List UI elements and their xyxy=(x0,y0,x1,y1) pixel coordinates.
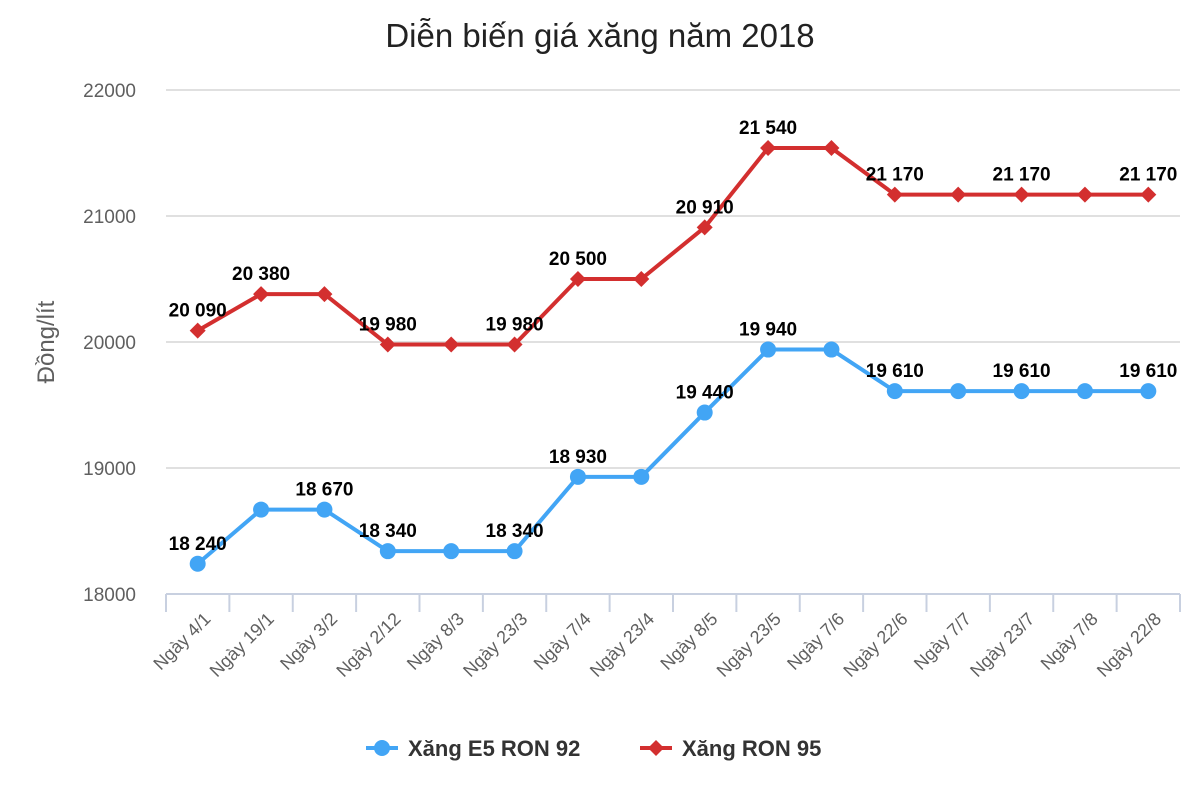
data-point-circle[interactable] xyxy=(1013,383,1030,400)
x-tick-label: Ngày 23/4 xyxy=(586,609,658,681)
y-axis-ticks: 18000 19000 20000 21000 22000 xyxy=(83,81,136,606)
data-point-circle[interactable] xyxy=(189,555,206,572)
x-tick-label: Ngày 3/2 xyxy=(276,609,341,674)
data-point-diamond[interactable] xyxy=(1140,186,1157,203)
data-label: 19 980 xyxy=(486,315,544,336)
data-label: 19 610 xyxy=(1119,361,1177,382)
data-label: 19 610 xyxy=(993,361,1051,382)
series-line xyxy=(196,145,1149,347)
data-label: 19 610 xyxy=(866,361,924,382)
x-tick-label: Ngày 7/7 xyxy=(910,609,975,674)
legend-circle-icon xyxy=(374,740,390,756)
data-label: 18 340 xyxy=(359,521,417,542)
data-point-circle[interactable] xyxy=(379,543,396,560)
data-label: 18 670 xyxy=(295,480,353,501)
data-label: 19 980 xyxy=(359,315,417,336)
legend-label: Xăng E5 RON 92 xyxy=(408,736,580,761)
data-point-diamond[interactable] xyxy=(760,139,777,156)
data-label: 21 170 xyxy=(866,165,924,186)
x-tick-label: Ngày 2/12 xyxy=(332,609,404,681)
data-point-circle[interactable] xyxy=(760,341,777,358)
data-point-circle[interactable] xyxy=(950,383,967,400)
y-tick-label: 20000 xyxy=(83,333,136,354)
data-label: 18 240 xyxy=(169,534,227,555)
gridlines xyxy=(166,89,1180,469)
data-point-circle[interactable] xyxy=(633,468,650,485)
series-ron95 xyxy=(189,139,1157,353)
x-tick-label: Ngày 23/3 xyxy=(459,609,531,681)
legend: Xăng E5 RON 92 Xăng RON 95 xyxy=(366,736,821,761)
data-point-circle[interactable] xyxy=(886,383,903,400)
data-point-circle[interactable] xyxy=(506,543,523,560)
data-point-diamond[interactable] xyxy=(886,186,903,203)
chart-title: Diễn biến giá xăng năm 2018 xyxy=(385,17,814,54)
x-tick-label: Ngày 23/5 xyxy=(713,609,785,681)
data-point-diamond[interactable] xyxy=(189,322,206,339)
data-point-diamond[interactable] xyxy=(506,336,523,353)
data-label: 20 500 xyxy=(549,249,607,270)
data-label: 20 380 xyxy=(232,264,290,285)
data-label: 19 940 xyxy=(739,320,797,341)
y-axis-label: Đồng/lít xyxy=(33,300,60,383)
x-tick-label: Ngày 22/6 xyxy=(839,609,911,681)
x-tick-label: Ngày 23/7 xyxy=(966,609,1038,681)
data-point-circle[interactable] xyxy=(443,543,460,560)
series-e5-ron92 xyxy=(189,341,1157,572)
data-point-diamond[interactable] xyxy=(1013,186,1030,203)
y-tick-label: 22000 xyxy=(83,81,136,102)
data-point-diamond[interactable] xyxy=(696,219,713,236)
legend-diamond-icon xyxy=(648,740,664,756)
x-tick-label: Ngày 19/1 xyxy=(206,609,278,681)
data-label: 20 910 xyxy=(676,197,734,218)
x-tick-label: Ngày 7/8 xyxy=(1037,609,1102,674)
data-point-circle[interactable] xyxy=(316,501,333,518)
x-tick-label: Ngày 4/1 xyxy=(149,609,214,674)
legend-item-ron95[interactable]: Xăng RON 95 xyxy=(640,736,821,761)
x-tick-label: Ngày 7/6 xyxy=(783,609,848,674)
data-labels: 18 240 18 670 18 340 18 340 18 930 19 440 19 9… xyxy=(169,118,1178,555)
data-point-diamond[interactable] xyxy=(1076,186,1093,203)
data-point-diamond[interactable] xyxy=(569,271,586,287)
data-label: 18 340 xyxy=(486,521,544,542)
data-point-circle[interactable] xyxy=(1076,383,1093,400)
x-tick-label: Ngày 22/8 xyxy=(1093,609,1165,681)
data-point-circle[interactable] xyxy=(253,501,270,518)
series-line xyxy=(196,347,1149,566)
data-label: 21 540 xyxy=(739,118,797,139)
y-tick-label: 19000 xyxy=(83,459,136,480)
data-point-diamond[interactable] xyxy=(253,286,270,303)
data-point-circle[interactable] xyxy=(823,341,840,358)
data-label: 19 440 xyxy=(676,383,734,404)
data-point-diamond[interactable] xyxy=(443,336,460,353)
data-point-circle[interactable] xyxy=(569,468,586,485)
y-tick-label: 21000 xyxy=(83,207,136,228)
x-tick-label: Ngày 8/3 xyxy=(403,609,468,674)
x-tick-label: Ngày 7/4 xyxy=(530,609,595,674)
legend-item-e5-ron92[interactable]: Xăng E5 RON 92 xyxy=(366,736,580,761)
y-tick-label: 18000 xyxy=(83,585,136,606)
data-label: 21 170 xyxy=(1119,165,1177,186)
data-point-diamond[interactable] xyxy=(823,139,840,156)
legend-label: Xăng RON 95 xyxy=(682,736,821,761)
data-point-diamond[interactable] xyxy=(950,186,967,203)
data-label: 20 090 xyxy=(169,301,227,322)
x-tick-label: Ngày 8/5 xyxy=(656,609,721,674)
data-label: 21 170 xyxy=(993,165,1051,186)
data-point-diamond[interactable] xyxy=(316,286,333,303)
data-point-diamond[interactable] xyxy=(633,271,650,287)
data-point-circle[interactable] xyxy=(696,404,713,421)
series-layer xyxy=(189,139,1157,572)
data-point-circle[interactable] xyxy=(1140,383,1157,400)
data-label: 18 930 xyxy=(549,447,607,468)
data-point-diamond[interactable] xyxy=(379,336,396,353)
